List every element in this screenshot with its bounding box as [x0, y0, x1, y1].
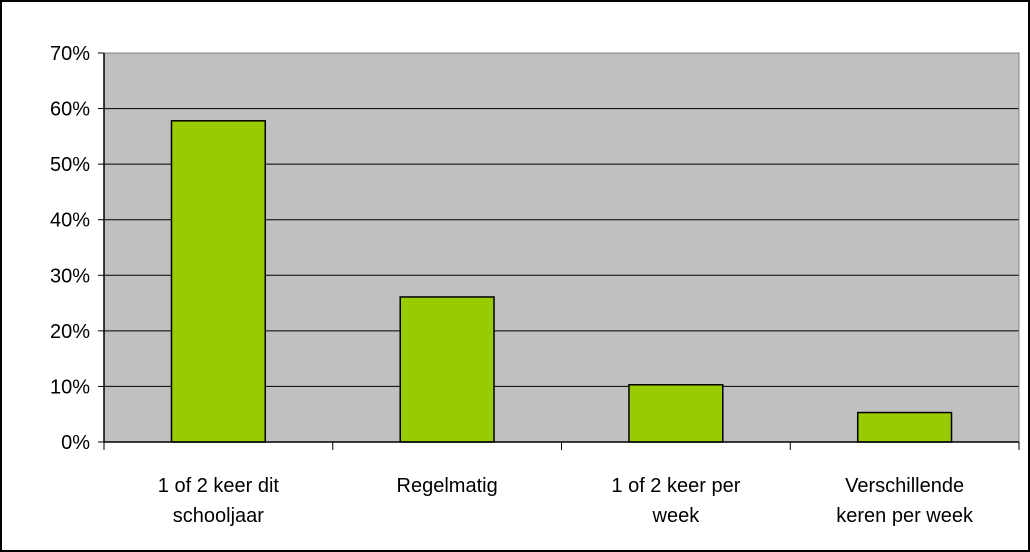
bar — [170, 120, 267, 443]
x-tick-label: 1 of 2 keer dit schooljaar — [158, 475, 280, 527]
x-tick-label: Regelmatig — [397, 475, 498, 497]
y-tick-label: 50% — [50, 154, 90, 176]
y-tick-label: 30% — [50, 265, 90, 287]
axes — [98, 52, 1020, 450]
labels: 0% 10% 20% 30% 40% 50% 60% 70% 1 of 2 keer dit sc… — [50, 43, 974, 527]
y-tick-label: 0% — [61, 432, 90, 454]
x-tick-label: Verschillende keren per week — [836, 475, 974, 527]
y-tick-label: 20% — [50, 321, 90, 343]
y-tick-label: 70% — [50, 43, 90, 65]
y-tick-label: 10% — [50, 376, 90, 398]
bar — [628, 384, 724, 443]
y-tick-label: 40% — [50, 210, 90, 232]
y-tick-label: 60% — [50, 99, 90, 121]
x-tick-label-line: Verschillende — [845, 475, 964, 497]
x-tick-label-line: schooljaar — [173, 505, 265, 527]
x-tick-label-line: week — [652, 505, 701, 527]
x-tick-label-line: Regelmatig — [397, 475, 498, 497]
bar — [399, 296, 495, 443]
x-tick-label: 1 of 2 keer per week — [611, 475, 740, 527]
x-tick-label-line: keren per week — [836, 505, 974, 527]
x-tick-label-line: 1 of 2 keer per — [611, 475, 740, 497]
bar — [856, 411, 953, 443]
x-tick-label-line: 1 of 2 keer dit — [158, 475, 280, 497]
